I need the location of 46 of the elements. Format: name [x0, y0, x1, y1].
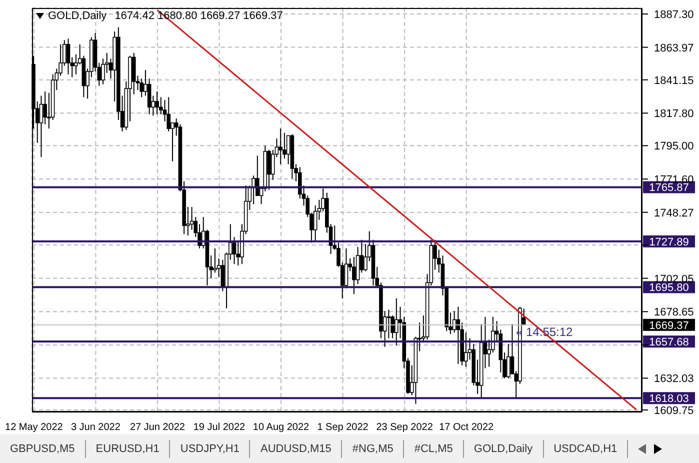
y-tick-label: 1863.97 — [654, 42, 694, 54]
candlestick — [352, 256, 356, 295]
text: EURUSD,H1 — [86, 440, 170, 458]
candlestick — [278, 128, 282, 165]
y-tick-label: 1609.75 — [654, 404, 694, 417]
y-tick-label: 1795.00 — [654, 140, 694, 153]
ref-line-label: 1727.89 — [649, 236, 689, 248]
candlestick — [464, 332, 468, 368]
y-tick-label: 1678.65 — [654, 306, 694, 319]
x-tick-label: 10 Aug 2022 — [252, 422, 310, 433]
candlestick — [386, 309, 391, 339]
text: USDJPY,H1 — [170, 440, 250, 458]
y-tick-label: 1632.03 — [654, 373, 694, 386]
text: GBPUSD,M5 — [0, 440, 86, 458]
candlestick — [286, 135, 290, 165]
y-tick-label: 1887.30 — [654, 8, 694, 21]
text: #NG,M5 — [342, 440, 404, 458]
candlestick — [267, 149, 271, 190]
candlestick — [506, 343, 510, 379]
x-tick-label: 27 Jun 2022 — [130, 422, 186, 433]
x-tick-label: 12 May 2022 — [5, 422, 64, 433]
x-tick-label: 23 Sep 2022 — [376, 422, 434, 433]
text: USDCAD,H1 — [544, 440, 628, 458]
candlestick — [155, 90, 159, 115]
x-tick-label: 1 Sep 2022 — [317, 422, 369, 433]
text: GOLD,Daily — [464, 440, 544, 458]
candlestick — [213, 248, 217, 274]
candlestick — [43, 90, 47, 125]
y-tick-label: 1841.15 — [654, 74, 694, 87]
candlestick — [232, 236, 236, 265]
x-tick-label: 3 Jun 2022 — [70, 422, 121, 433]
ref-line-label: 1657.68 — [649, 336, 689, 349]
y-tick-label: 1748.27 — [654, 207, 694, 220]
ref-line-label: 1695.80 — [649, 282, 689, 294]
x-tick-label: 17 Oct 2022 — [439, 422, 494, 433]
ref-line-label: 1618.03 — [649, 393, 689, 406]
candlestick — [39, 95, 44, 158]
candlestick — [66, 38, 70, 75]
candlestick — [166, 96, 171, 132]
text: AUDUSD,M15 — [250, 440, 342, 458]
y-tick-label: 1817.80 — [654, 108, 694, 120]
candlestick — [394, 298, 398, 346]
x-tick-label: 19 Jul 2022 — [193, 422, 246, 433]
ref-line-label: 1669.37 — [649, 320, 689, 332]
text: #CL,M5 — [404, 440, 464, 458]
chart-title: GOLD,Daily — [48, 10, 107, 22]
